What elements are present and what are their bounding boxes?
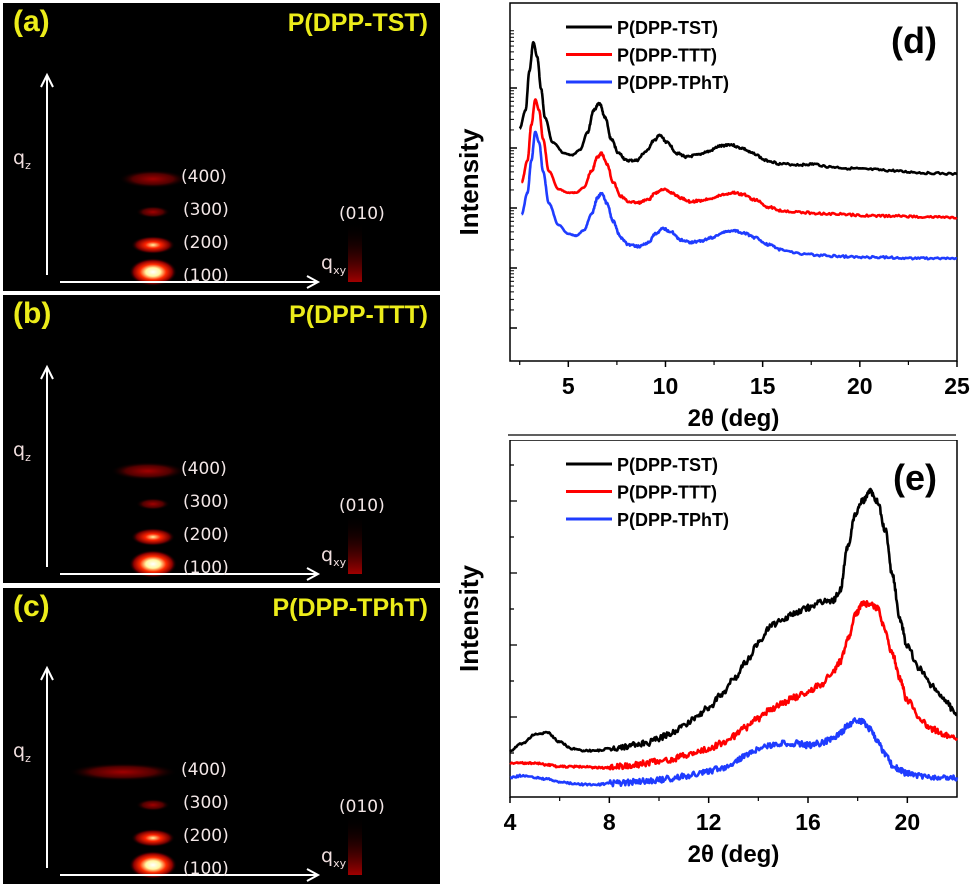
peak-010 bbox=[348, 815, 362, 875]
panel-title: P(DPP-TST) bbox=[287, 9, 428, 37]
plot-frame bbox=[509, 440, 958, 798]
qxy-arrow-head bbox=[306, 567, 321, 581]
xrd-chart-d: 5 10 15 20 25 P(DPP-TST) P(DPP-TTT) P(DPP-TPhT)… bbox=[454, 2, 970, 436]
reflection-010: (010) bbox=[339, 496, 385, 516]
peak-010 bbox=[348, 222, 362, 282]
series-line-pdppttt bbox=[509, 600, 959, 771]
gixd-pattern bbox=[40, 72, 362, 289]
reflection-100: (100) bbox=[183, 859, 229, 879]
peak-200 bbox=[131, 528, 175, 546]
legend-label: P(DPP-TTT) bbox=[617, 483, 717, 503]
reflection-400: (400) bbox=[181, 459, 227, 479]
gixd-pattern bbox=[40, 665, 362, 882]
peak-100 bbox=[129, 550, 177, 578]
gixd-panel-a: (a) P(DPP-TST) qz qxy (400) (300) (200) … bbox=[3, 3, 440, 291]
gixd-panel-c: (c) P(DPP-TPhT) qz qxy (400) (300) (200)… bbox=[3, 588, 440, 884]
series-line-pdppttt bbox=[520, 98, 958, 220]
peak-100 bbox=[129, 258, 177, 286]
peak-100 bbox=[129, 851, 177, 879]
plot-frame bbox=[509, 2, 958, 362]
peak-300 bbox=[136, 799, 170, 811]
gixd-panel-b: (b) P(DPP-TTT) qz qxy (400) (300) (200) … bbox=[3, 295, 440, 583]
x-axis-label: 2θ (deg) bbox=[688, 405, 780, 432]
series-line-pdpptst bbox=[518, 40, 958, 176]
y-axis-label: Intensity bbox=[454, 128, 484, 235]
panel-label: (d) bbox=[891, 20, 937, 61]
peak-200 bbox=[131, 829, 175, 847]
reflection-300: (300) bbox=[183, 200, 229, 220]
peak-400 bbox=[68, 763, 178, 781]
x-tick-label: 25 bbox=[944, 373, 970, 399]
qz-label: qz bbox=[13, 147, 31, 172]
x-tick-label: 4 bbox=[504, 809, 517, 835]
x-tick-label: 16 bbox=[795, 809, 821, 835]
x-tick-label: 20 bbox=[847, 373, 873, 399]
x-tick-label: 15 bbox=[750, 373, 776, 399]
reflection-200: (200) bbox=[183, 233, 229, 253]
qz-label: qz bbox=[13, 439, 31, 464]
qxy-arrow-head bbox=[306, 275, 321, 289]
xrd-chart-e: 4 8 12 16 20 P(DPP-TST) P(DPP-TTT) P(DPP-TPhT) (… bbox=[454, 440, 959, 868]
x-axis-label: 2θ (deg) bbox=[688, 841, 780, 868]
x-tick-label: 5 bbox=[562, 373, 575, 399]
x-tick-label: 12 bbox=[696, 809, 722, 835]
legend-label: P(DPP-TPhT) bbox=[617, 510, 729, 530]
qxy-arrow-head bbox=[306, 868, 321, 882]
series-line-pdpptpht bbox=[520, 130, 958, 261]
peak-010 bbox=[348, 514, 362, 574]
peak-300 bbox=[136, 498, 170, 510]
reflection-400: (400) bbox=[181, 167, 227, 187]
panel-label: (a) bbox=[13, 5, 50, 38]
legend-label: P(DPP-TPhT) bbox=[617, 73, 729, 93]
reflection-100: (100) bbox=[183, 266, 229, 286]
panel-label: (e) bbox=[893, 457, 937, 498]
x-tick-label: 20 bbox=[895, 809, 921, 835]
reflection-400: (400) bbox=[181, 760, 227, 780]
reflection-010: (010) bbox=[339, 204, 385, 224]
legend-label: P(DPP-TST) bbox=[617, 455, 718, 475]
legend-label: P(DPP-TST) bbox=[617, 18, 718, 38]
peak-300 bbox=[136, 206, 170, 218]
y-axis-label: Intensity bbox=[454, 565, 484, 672]
series-line-pdpptst bbox=[509, 487, 958, 753]
qz-arrow-head bbox=[40, 665, 54, 681]
reflection-010: (010) bbox=[339, 797, 385, 817]
panel-label: (b) bbox=[13, 297, 52, 330]
panel-label: (c) bbox=[13, 590, 50, 623]
reflection-300: (300) bbox=[183, 793, 229, 813]
reflection-200: (200) bbox=[183, 826, 229, 846]
reflection-200: (200) bbox=[183, 525, 229, 545]
reflection-300: (300) bbox=[183, 492, 229, 512]
panel-title: P(DPP-TTT) bbox=[289, 301, 428, 329]
qz-arrow-head bbox=[40, 364, 54, 380]
legend-label: P(DPP-TTT) bbox=[617, 46, 717, 66]
peak-400 bbox=[110, 462, 186, 480]
qxy-label: qxy bbox=[321, 252, 347, 277]
x-tick-label: 10 bbox=[653, 373, 679, 399]
series-line-pdpptpht bbox=[509, 717, 959, 788]
qxy-label: qxy bbox=[321, 845, 347, 870]
qz-label: qz bbox=[13, 740, 31, 765]
x-tick-label: 8 bbox=[603, 809, 616, 835]
qxy-label: qxy bbox=[321, 544, 347, 569]
peak-200 bbox=[131, 236, 175, 254]
panel-title: P(DPP-TPhT) bbox=[272, 594, 428, 622]
gixd-pattern bbox=[40, 364, 362, 581]
reflection-100: (100) bbox=[183, 558, 229, 578]
qz-arrow-head bbox=[40, 72, 54, 88]
peak-400 bbox=[119, 170, 187, 188]
